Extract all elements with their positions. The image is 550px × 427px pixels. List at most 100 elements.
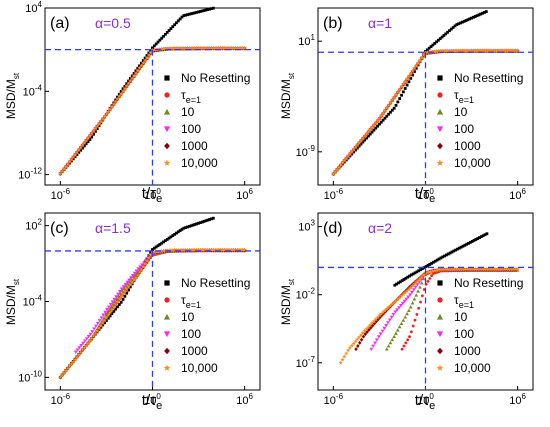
data-point <box>95 328 100 333</box>
data-point <box>95 124 100 129</box>
data-point <box>403 87 407 90</box>
data-point <box>135 270 140 274</box>
data-point <box>415 283 420 287</box>
data-point <box>109 305 114 309</box>
y-tick-label: 10-4 <box>23 294 43 309</box>
legend-item: 10 <box>436 310 468 324</box>
data-point <box>104 112 109 117</box>
data-point <box>132 271 137 276</box>
data-point <box>433 42 437 45</box>
data-point <box>338 162 343 167</box>
data-point <box>113 99 118 104</box>
data-point <box>119 300 123 304</box>
data-point <box>358 340 362 345</box>
data-point <box>100 116 105 121</box>
legend-marker <box>163 108 171 115</box>
data-point <box>387 318 392 322</box>
data-point <box>103 310 108 315</box>
data-point <box>121 285 126 289</box>
data-point <box>437 38 440 42</box>
data-point <box>63 368 68 373</box>
y-tick-label: 103 <box>298 219 315 234</box>
data-point <box>120 291 126 296</box>
data-point <box>426 264 430 267</box>
data-point <box>404 341 408 345</box>
data-point <box>140 263 144 267</box>
data-point <box>106 109 111 114</box>
legend-label: No Resetting <box>454 276 523 290</box>
x-axis-label: t/τe <box>142 185 162 205</box>
data-point <box>91 128 96 133</box>
x-tick-label: 100 <box>144 187 161 202</box>
data-point <box>162 34 165 38</box>
data-point <box>380 310 386 314</box>
data-point <box>189 224 193 228</box>
x-tick-label: 106 <box>236 187 253 202</box>
data-point <box>413 271 417 275</box>
data-point <box>340 160 345 165</box>
data-point <box>128 285 132 289</box>
data-point <box>71 154 76 159</box>
data-point <box>449 27 453 31</box>
data-point <box>344 156 349 161</box>
data-point <box>123 282 128 287</box>
legend-label: 10 <box>454 105 468 119</box>
data-point <box>76 352 81 357</box>
data-point <box>368 132 372 136</box>
data-point <box>403 79 408 84</box>
x-axis-label: t/τe <box>415 392 435 412</box>
data-point <box>92 132 95 136</box>
data-point <box>393 298 399 303</box>
data-point <box>435 258 439 262</box>
data-point <box>180 15 184 19</box>
data-point <box>397 306 401 310</box>
data-point <box>432 260 435 264</box>
data-point <box>371 319 376 324</box>
data-point <box>136 66 140 70</box>
data-point <box>115 96 120 101</box>
data-point <box>459 21 462 25</box>
data-point <box>455 23 459 26</box>
data-point <box>127 79 130 83</box>
legend-marker <box>163 331 171 338</box>
data-point <box>435 40 438 44</box>
data-point <box>211 216 215 220</box>
data-point <box>154 245 158 249</box>
data-point <box>115 299 120 304</box>
data-point <box>395 328 400 332</box>
data-point <box>393 92 399 97</box>
data-point <box>334 167 340 172</box>
data-point <box>199 221 202 225</box>
legend-item: 1000 <box>437 139 481 153</box>
data-point <box>130 74 134 78</box>
legend-item: 1000 <box>437 344 481 358</box>
data-point <box>151 46 154 50</box>
data-point <box>360 136 365 141</box>
data-point <box>134 269 139 273</box>
legend-label: 100 <box>454 327 474 341</box>
data-point <box>382 108 388 113</box>
data-point <box>389 110 392 114</box>
legend: No Resetting τe=110 100 1000 10,000 <box>436 276 523 375</box>
data-point <box>79 148 83 152</box>
data-point <box>444 253 448 257</box>
chart-panel-2: 10-6 100 106 10-9 101 (b) α=1 t/τe MSD/Mst No Res… <box>279 7 534 205</box>
data-point <box>83 339 87 343</box>
data-point <box>139 267 144 272</box>
legend-item: 10,000 <box>436 156 491 170</box>
data-point <box>204 8 208 12</box>
legend-item: 100 <box>163 122 201 136</box>
data-point <box>410 283 415 288</box>
data-point <box>362 134 367 139</box>
data-point <box>103 321 106 325</box>
data-point <box>375 315 380 320</box>
data-point <box>114 307 118 311</box>
data-point <box>381 111 386 116</box>
data-point <box>377 116 382 121</box>
data-point <box>101 313 106 317</box>
data-point <box>460 20 464 24</box>
data-point <box>123 84 127 88</box>
data-point <box>105 310 110 314</box>
data-point <box>406 295 411 299</box>
data-point <box>108 310 113 315</box>
